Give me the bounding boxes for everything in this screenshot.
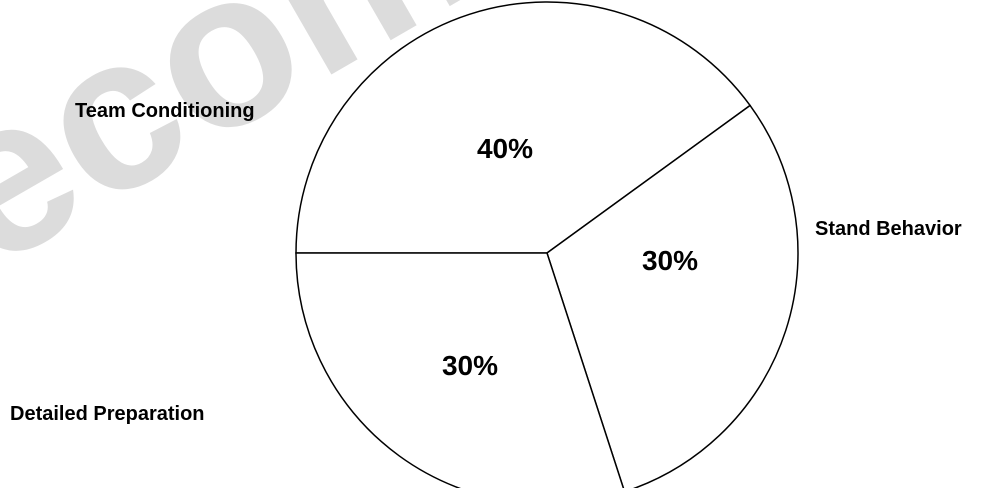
pie-slices: [295, 1, 799, 488]
category-label-stand-behavior: Stand Behavior: [815, 218, 962, 240]
pie-data-labels: 40% 30% 30%: [442, 133, 698, 381]
data-label-detailed-preparation: 30%: [442, 350, 498, 381]
category-label-team-conditioning: Team Conditioning: [75, 100, 255, 122]
data-label-team-conditioning: 40%: [477, 133, 533, 164]
pie-slice-team-conditioning: [295, 1, 752, 254]
pie-slice-stand-behavior: [546, 104, 799, 488]
category-label-detailed-preparation: Detailed Preparation: [10, 403, 205, 425]
pie-slice-detailed-preparation: [295, 252, 625, 488]
data-label-stand-behavior: 30%: [642, 245, 698, 276]
